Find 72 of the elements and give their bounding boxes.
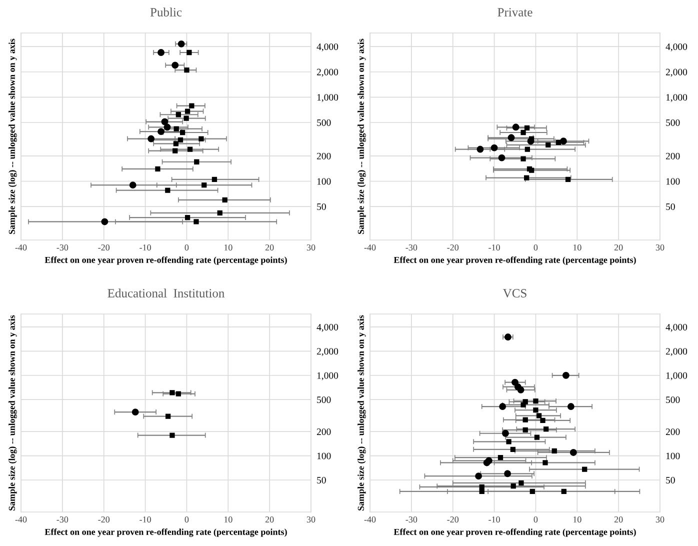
chart-title: Private — [498, 8, 532, 16]
y-tick-label: 100 — [317, 452, 331, 460]
x-tick-label: -10 — [140, 516, 151, 523]
x-tick-label: 10 — [573, 516, 582, 523]
x-tick-label: 10 — [224, 516, 232, 523]
x-axis-title: Effect on one year proven re-offending rate (percentage points) — [394, 528, 636, 537]
x-tick-label: 20 — [265, 516, 274, 523]
y-axis-title: Sample size (log) -- unlogged value shown on y axis — [8, 38, 17, 234]
x-tick-label: -20 — [447, 244, 459, 251]
y-tick-label: 100 — [317, 178, 331, 185]
x-tick-label: 0 — [534, 244, 538, 251]
x-tick-label: -40 — [15, 244, 27, 251]
y-tick-label: 50 — [317, 476, 326, 484]
y-tick-label: 2,000 — [666, 348, 688, 356]
x-tick-label: 30 — [656, 244, 664, 251]
y-tick-label: 1,000 — [317, 94, 338, 102]
y-tick-label: 100 — [666, 452, 680, 460]
y-tick-label: 1,000 — [666, 372, 688, 380]
y-tick-label: 2,000 — [316, 68, 338, 77]
x-tick-label: 0 — [184, 516, 189, 523]
x-tick-label: -40 — [364, 516, 376, 523]
x-tick-label: 20 — [614, 244, 623, 251]
x-tick-label: -20 — [447, 516, 459, 523]
y-tick-label: 50 — [317, 203, 326, 210]
y-tick-label: 2,000 — [316, 348, 338, 356]
x-axis-title: Effect on one year proven re-offending rate (percentage points) — [44, 528, 287, 537]
y-tick-label: 500 — [666, 119, 680, 126]
y-tick-label: 50 — [666, 203, 675, 210]
chart-title: Public — [150, 8, 182, 16]
x-tick-label: 0 — [184, 244, 189, 251]
y-tick-label: 4,000 — [316, 43, 338, 52]
x-tick-label: 10 — [224, 244, 232, 251]
x-tick-label: -30 — [56, 244, 68, 251]
chart-title: Educational Institution — [108, 288, 224, 298]
y-tick-label: 100 — [666, 178, 680, 185]
chart-title: VCS — [502, 289, 526, 298]
y-axis-title: Sample size (log) -- unlogged value shown on y axis — [8, 315, 17, 510]
x-tick-label: 10 — [573, 244, 582, 251]
x-tick-label: -10 — [488, 244, 500, 251]
y-tick-label: 1,000 — [317, 372, 338, 380]
x-axis-title: Effect on one year proven re-offending rate (percentage points) — [394, 256, 636, 265]
x-tick-label: 30 — [656, 516, 664, 523]
x-tick-label: -10 — [140, 244, 151, 251]
x-tick-label: 20 — [614, 516, 623, 523]
x-tick-label: -40 — [364, 244, 376, 251]
y-tick-label: 2,000 — [666, 68, 688, 77]
y-tick-label: 500 — [666, 396, 680, 404]
x-tick-label: 20 — [265, 244, 274, 251]
y-tick-label: 200 — [316, 428, 331, 436]
y-tick-label: 200 — [666, 428, 680, 436]
y-axis-title: Sample size (log) -- unlogged value shown on y axis — [358, 315, 366, 510]
x-tick-label: -30 — [406, 244, 418, 251]
x-tick-label: -30 — [406, 516, 418, 523]
y-tick-label: 500 — [317, 119, 331, 126]
x-tick-label: -10 — [488, 516, 500, 523]
y-tick-label: 50 — [666, 476, 675, 484]
y-tick-label: 1,000 — [666, 94, 688, 102]
x-tick-label: 30 — [306, 244, 316, 251]
y-tick-label: 4,000 — [316, 324, 338, 332]
x-tick-label: -30 — [56, 516, 68, 523]
y-tick-label: 200 — [316, 152, 331, 160]
x-tick-label: -20 — [98, 516, 110, 523]
x-tick-label: 0 — [534, 516, 538, 523]
y-tick-label: 200 — [666, 152, 680, 160]
y-tick-label: 4,000 — [666, 324, 688, 332]
y-tick-label: 4,000 — [666, 43, 688, 52]
y-axis-title: Sample size (log) -- unlogged value shown on y axis — [358, 38, 366, 234]
x-axis-title: Effect on one year proven re-offending rate (percentage points) — [44, 256, 287, 265]
x-tick-label: -20 — [98, 244, 110, 251]
x-tick-label: 30 — [306, 516, 316, 523]
y-tick-label: 500 — [317, 396, 331, 404]
x-tick-label: -40 — [15, 516, 27, 523]
